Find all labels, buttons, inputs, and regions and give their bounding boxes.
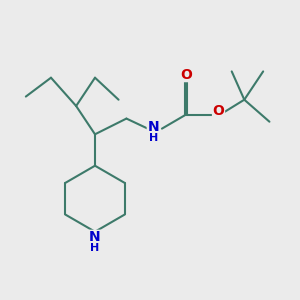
Text: N: N bbox=[147, 120, 159, 134]
Text: N: N bbox=[89, 230, 101, 244]
Text: O: O bbox=[180, 68, 192, 82]
Text: H: H bbox=[90, 243, 100, 253]
Text: O: O bbox=[213, 104, 224, 118]
Text: H: H bbox=[148, 133, 158, 143]
